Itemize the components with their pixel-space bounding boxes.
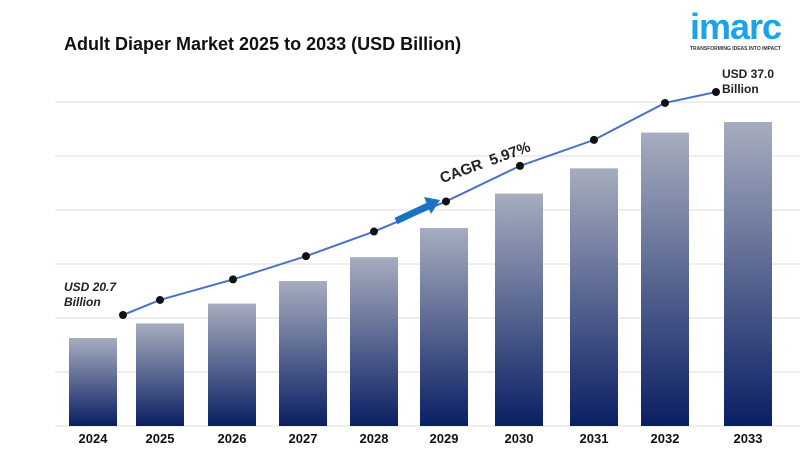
start-label-line2: Billion [64,295,101,309]
bar-2031 [570,168,618,426]
x-tick-label: 2027 [289,431,318,446]
bar-2033 [724,122,772,426]
x-tick-label: 2033 [734,431,763,446]
x-tick-label: 2032 [651,431,680,446]
bar-2025 [136,323,184,426]
end-label-line1: USD 37.0 [722,67,775,81]
chart-title: Adult Diaper Market 2025 to 2033 (USD Bi… [64,34,462,54]
x-tick-label: 2028 [360,431,389,446]
start-value-label: USD 20.7 Billion [64,280,116,310]
trend-marker [516,161,524,170]
trend-line [122,91,717,316]
trend-marker [661,98,669,107]
x-tick-label: 2024 [79,431,109,446]
imarc-logo: imarc TRANSFORMING IDEAS INTO IMPACT [690,6,792,53]
x-tick-label: 2031 [580,431,609,446]
bar-2026 [208,303,256,426]
trend-marker [590,135,598,144]
trend-marker [302,252,310,261]
trend-marker [156,295,164,304]
cagr-arrow-head [424,197,440,214]
trend-marker [229,275,237,284]
bar-2024 [69,338,117,426]
bar-2032 [641,132,689,426]
x-tick-label: 2026 [218,431,247,446]
x-tick-label: 2025 [146,431,175,446]
trend-marker [442,197,450,206]
bar-2030 [495,193,543,426]
trend-marker [119,311,127,319]
cagr-arrow-shaft [394,202,430,225]
bar-2029 [420,228,468,426]
x-tick-label: 2030 [505,431,534,446]
start-label-line1: USD 20.7 [64,280,117,294]
end-value-label: USD 37.0 Billion [722,67,774,97]
logo-tagline: TRANSFORMING IDEAS INTO IMPACT [690,46,781,52]
trend-marker [712,88,720,96]
bar-2028 [350,257,398,426]
end-label-line2: Billion [722,82,759,96]
bar-2027 [279,281,327,426]
trend-marker [370,227,378,236]
logo-word: imarc [690,6,782,47]
x-tick-label: 2029 [430,431,459,446]
